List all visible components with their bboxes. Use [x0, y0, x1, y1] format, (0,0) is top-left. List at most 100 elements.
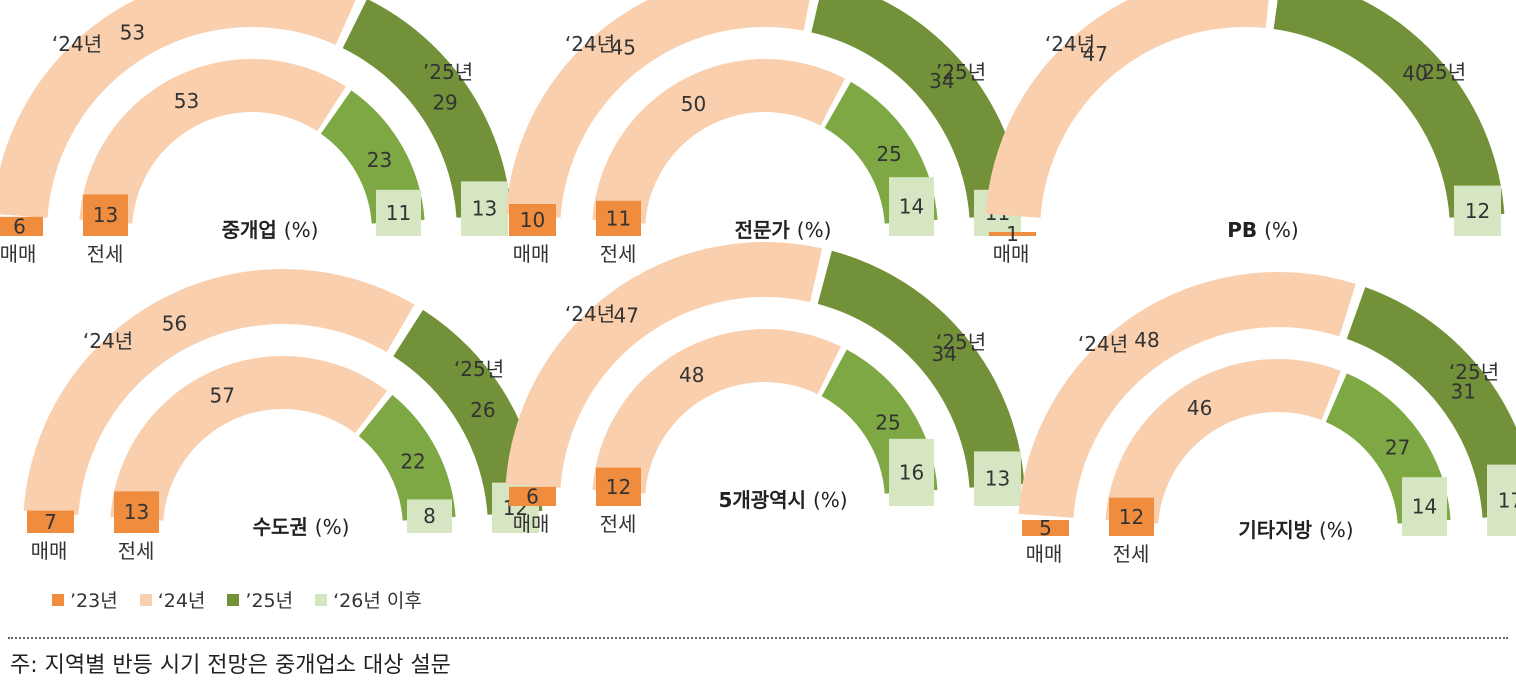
label-sale: 매매 [513, 242, 550, 266]
panel-title: 전문가 (%) [735, 218, 832, 242]
data-label-y25-sale: 34 [932, 342, 957, 366]
legend-item-2023: ’23년 [52, 586, 118, 613]
data-label-y26-jeonse: 8 [423, 504, 436, 528]
data-label-y23-sale: 1 [1006, 222, 1019, 246]
data-label-y26-jeonse: 14 [899, 195, 924, 219]
label-sale: 매매 [513, 512, 550, 536]
data-label-y25-jeonse: 25 [875, 410, 900, 434]
data-label-y23-sale: 6 [13, 214, 26, 238]
panel-title: 5개광역시 (%) [718, 488, 847, 512]
tile-y26-jeonse [889, 438, 934, 506]
label-sale: 매매 [993, 242, 1030, 266]
tile-y26-jeonse [889, 177, 934, 236]
arc-y25-sale [817, 250, 1025, 488]
data-label-y23-sale: 7 [44, 510, 57, 534]
data-label-y25-sale: 31 [1450, 379, 1475, 403]
data-label-y24-jeonse: 50 [681, 92, 706, 116]
tile-y23-sale [989, 232, 1036, 236]
label-2025: ’25년 [423, 60, 473, 84]
data-label-y23-sale: 6 [526, 484, 539, 508]
tile-y23-jeonse [1109, 497, 1154, 536]
tile-y26-jeonse [1402, 477, 1447, 536]
tile-y23-jeonse [83, 194, 128, 236]
data-label-y25-jeonse: 23 [367, 148, 392, 172]
tile-y26-sale [1454, 185, 1501, 236]
data-label-y23-sale: 5 [1039, 516, 1052, 540]
label-sale: 매매 [31, 539, 68, 563]
label-jeonse: 전세 [600, 242, 637, 266]
arc-y25-sale [811, 0, 1025, 218]
label-2024: ‘24년 [52, 32, 102, 56]
data-label-y26-sale: 17 [1498, 488, 1516, 512]
tile-y23-sale [509, 204, 556, 236]
arc-y25-jeonse [358, 394, 456, 521]
arc-y24-sale [505, 242, 823, 488]
panel-title: 수도권 (%) [253, 515, 350, 539]
data-label-y24-jeonse: 46 [1187, 396, 1212, 420]
label-2025: ‘25년 [1449, 360, 1499, 384]
arc-y24-jeonse [110, 356, 388, 521]
label-sale: 매매 [0, 242, 36, 266]
tile-y26-jeonse [376, 189, 421, 236]
data-label-y26-sale: 12 [1465, 199, 1490, 223]
tile-y23-sale [509, 486, 556, 506]
data-label-y26-sale: 13 [985, 467, 1010, 491]
arc-y24-jeonse [1105, 358, 1341, 524]
label-2024: ‘24년 [1045, 32, 1095, 56]
label-2025: ’25년 [936, 60, 986, 84]
arc-y25-sale [1273, 0, 1505, 218]
arc-y24-jeonse [592, 58, 846, 224]
label-jeonse: 전세 [87, 242, 124, 266]
tile-y23-jeonse [114, 491, 159, 533]
data-label-y25-sale: 29 [432, 90, 457, 114]
data-label-y26-jeonse: 14 [1412, 495, 1437, 519]
legend-swatch-2024 [139, 593, 152, 606]
legend-label-2023: ’23년 [70, 590, 118, 612]
footnote-divider [8, 637, 1508, 639]
label-sale: 매매 [1026, 542, 1063, 566]
tile-y26-sale [1487, 464, 1516, 536]
label-2024: ‘24년 [83, 329, 133, 353]
data-label-y25-jeonse: 22 [400, 450, 425, 474]
data-label-y25-jeonse: 25 [876, 142, 901, 166]
arc-y25-sale [1346, 287, 1516, 518]
arc-y24-sale [1018, 272, 1356, 518]
legend-swatch-2025 [227, 593, 240, 606]
data-label-y24-sale: 53 [120, 21, 145, 45]
arc-y24-sale [0, 0, 356, 218]
arc-y24-jeonse [79, 58, 346, 224]
label-jeonse: 전세 [600, 512, 637, 536]
data-label-y23-jeonse: 13 [124, 500, 149, 524]
data-label-y24-sale: 47 [613, 303, 638, 327]
label-2025: ’25년 [1416, 60, 1466, 84]
arc-y24-jeonse [592, 329, 841, 494]
tile-y26-jeonse [407, 499, 452, 533]
data-label-y25-sale: 26 [470, 398, 495, 422]
arc-y24-sale [23, 268, 415, 515]
data-label-y24-jeonse: 48 [679, 363, 704, 387]
data-label-y23-sale: 10 [520, 208, 545, 232]
data-label-y24-sale: 45 [611, 36, 636, 60]
legend-swatch-2023 [52, 593, 64, 606]
label-2024: ‘24년 [565, 32, 615, 56]
legend-label-2024: ‘24년 [157, 590, 206, 612]
data-label-y24-sale: 48 [1134, 328, 1159, 352]
tile-y26-sale [461, 181, 508, 236]
label-jeonse: 전세 [118, 539, 155, 563]
arc-y24-sale [505, 0, 810, 218]
label-jeonse: 전세 [1113, 542, 1150, 566]
data-label-y25-sale: 40 [1402, 61, 1427, 85]
panel-title: PB (%) [1227, 218, 1298, 242]
legend-item-2025: ’25년 [227, 586, 293, 613]
data-label-y24-jeonse: 57 [210, 384, 235, 408]
legend: ’23년 ‘24년 ’25년 ‘26년 이후 [52, 586, 422, 613]
label-2024: ‘24년 [1078, 332, 1128, 356]
data-label-y25-jeonse: 27 [1385, 435, 1410, 459]
